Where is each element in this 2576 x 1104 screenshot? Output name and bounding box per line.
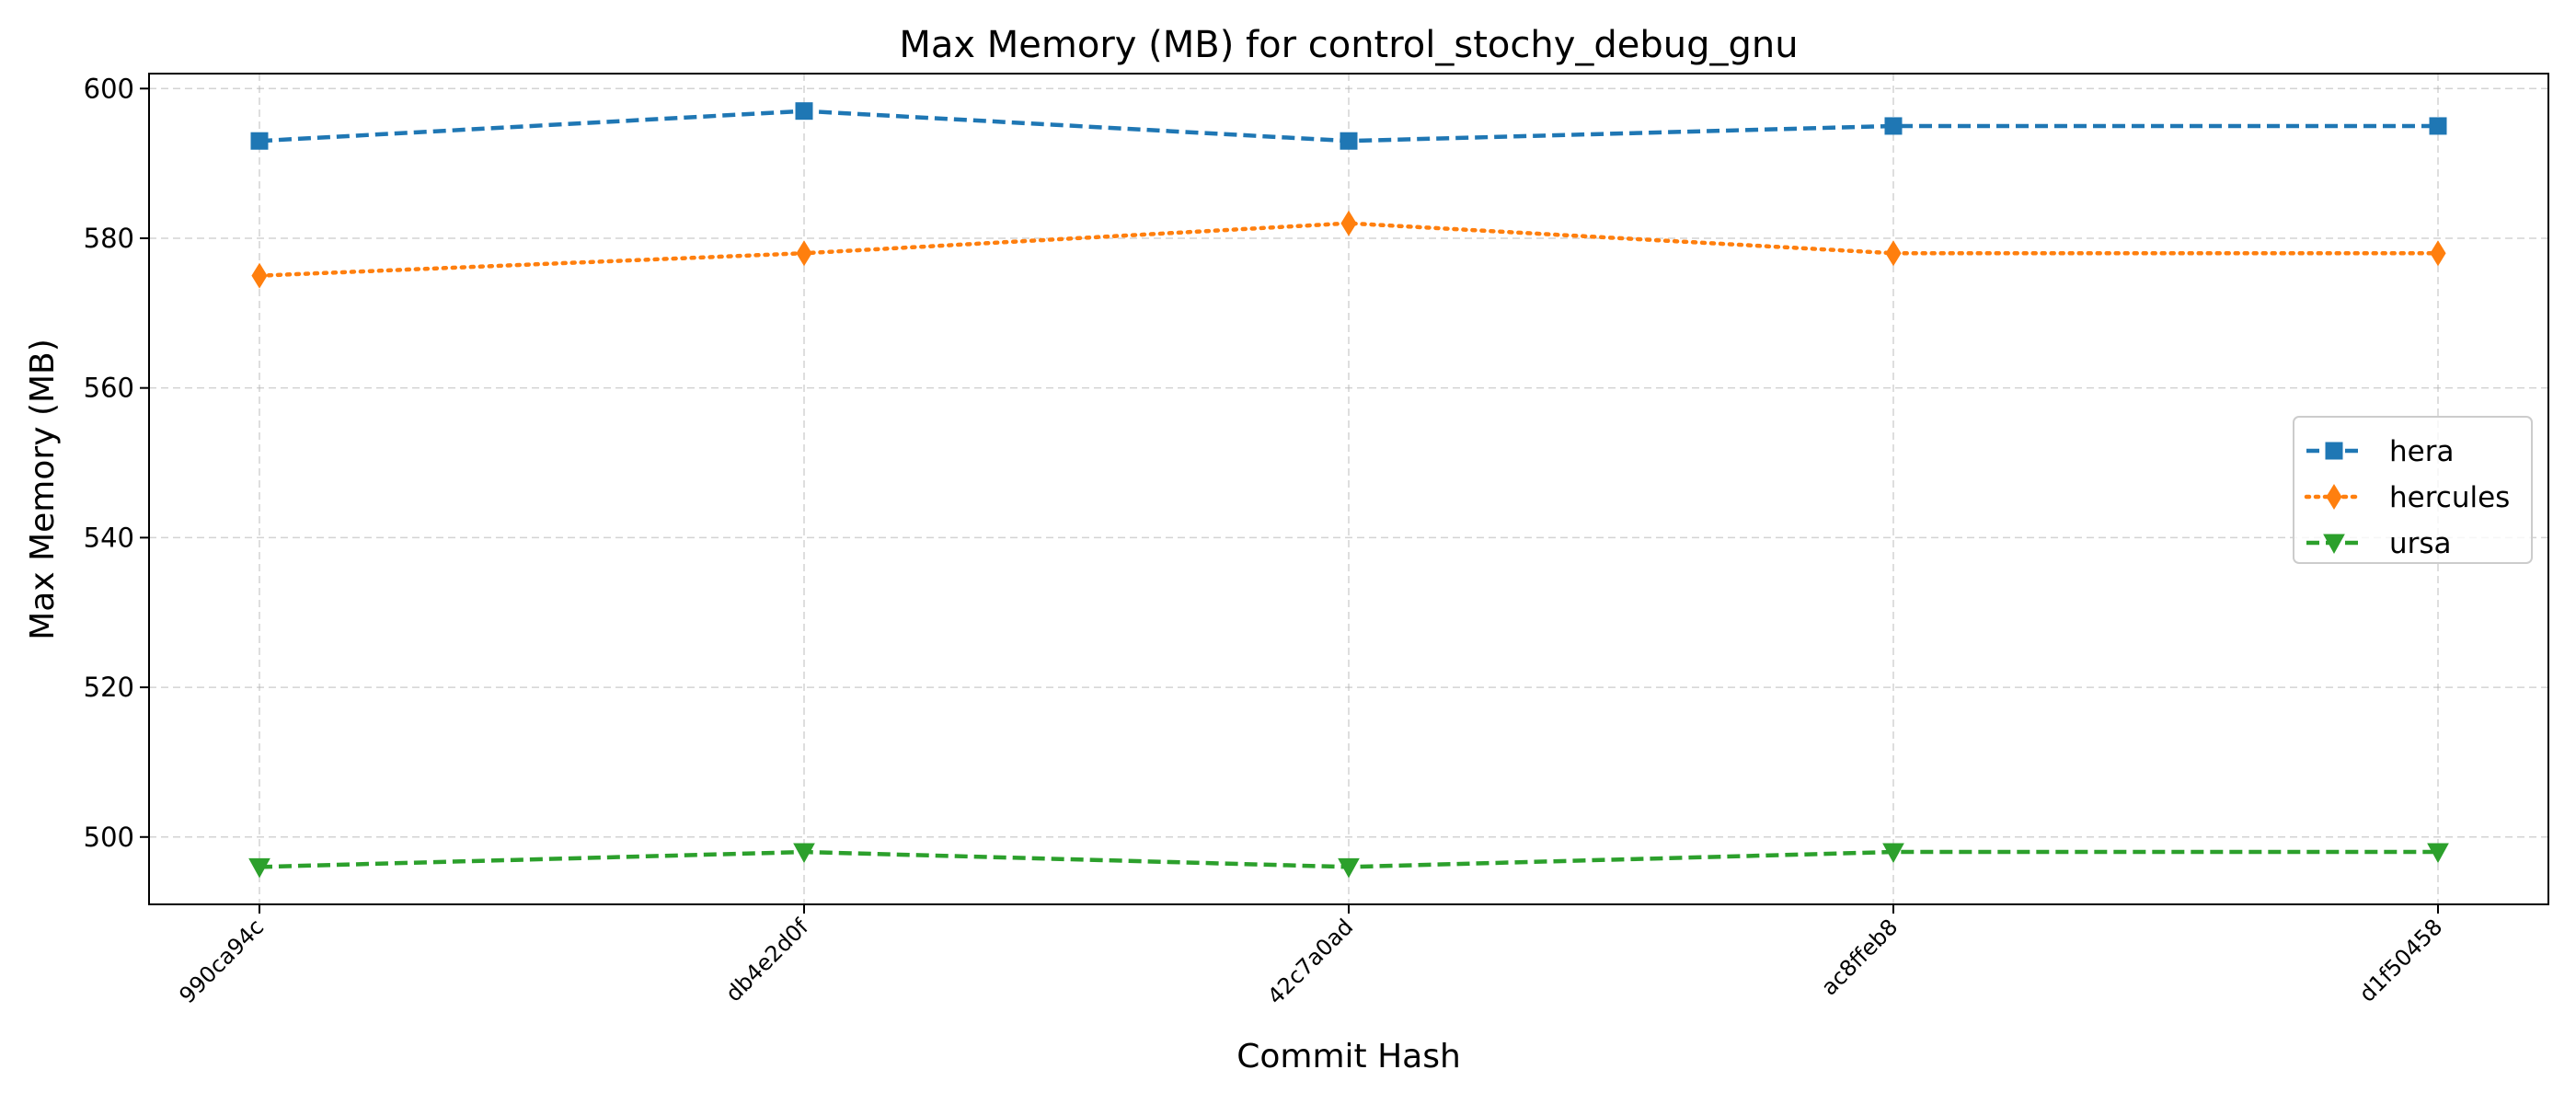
legend-marker bbox=[2323, 534, 2345, 555]
y-tick-label: 520 bbox=[84, 672, 134, 703]
y-tick-label: 540 bbox=[84, 522, 134, 553]
data-point-hercules bbox=[1340, 210, 1357, 236]
series-layer bbox=[248, 102, 2449, 879]
data-point-hera bbox=[1884, 117, 1903, 135]
legend-item-hera: hera bbox=[2306, 435, 2454, 468]
data-point-hercules bbox=[1885, 240, 1902, 267]
legend-marker bbox=[2326, 484, 2342, 510]
legend-label: hera bbox=[2389, 435, 2454, 468]
series-hercules bbox=[251, 210, 2446, 289]
chart-title: Max Memory (MB) for control_stochy_debug… bbox=[899, 24, 1798, 66]
data-point-hercules bbox=[796, 240, 812, 267]
series-line-hercules bbox=[257, 221, 2441, 278]
data-point-ursa bbox=[793, 843, 815, 864]
legend-item-ursa: ursa bbox=[2306, 527, 2452, 560]
data-point-ursa bbox=[1338, 857, 1360, 879]
x-axis-label: Commit Hash bbox=[1236, 1038, 1461, 1075]
legend-label: ursa bbox=[2389, 527, 2452, 560]
grid bbox=[149, 74, 2548, 904]
data-point-hera bbox=[2429, 117, 2447, 135]
y-axis-label: Max Memory (MB) bbox=[24, 339, 62, 640]
legend-item-hercules: hercules bbox=[2304, 481, 2510, 514]
data-point-hera bbox=[1340, 132, 1358, 150]
legend-box bbox=[2293, 416, 2533, 564]
series-hera bbox=[250, 102, 2447, 150]
legend-marker bbox=[2325, 442, 2343, 460]
y-tick-label: 500 bbox=[84, 822, 134, 853]
data-point-ursa bbox=[2427, 843, 2449, 864]
data-point-hercules bbox=[2430, 240, 2446, 267]
series-ursa bbox=[248, 843, 2449, 879]
data-point-hercules bbox=[251, 262, 268, 289]
y-tick-label: 600 bbox=[84, 73, 134, 104]
legend-label: hercules bbox=[2389, 481, 2510, 514]
y-tick-label: 560 bbox=[84, 373, 134, 404]
data-point-ursa bbox=[1882, 843, 1904, 864]
data-point-ursa bbox=[248, 857, 270, 879]
legend: hera hercules ursa bbox=[2293, 416, 2533, 564]
y-tick-label: 580 bbox=[84, 223, 134, 254]
data-point-hera bbox=[250, 132, 269, 150]
data-point-hera bbox=[795, 102, 813, 121]
